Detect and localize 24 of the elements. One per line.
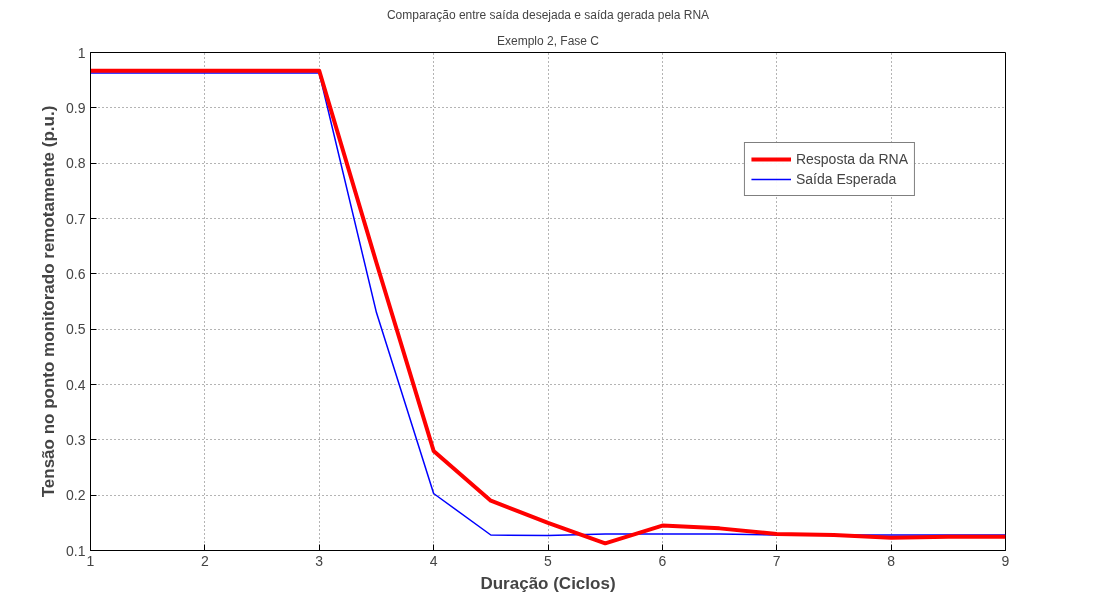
y-tick-label: 0.5 bbox=[66, 321, 86, 338]
y-tick-label: 0.3 bbox=[66, 431, 86, 448]
y-tick-label: 0.6 bbox=[66, 265, 86, 282]
x-tick-label: 6 bbox=[658, 552, 667, 569]
x-tick-label: 2 bbox=[200, 552, 209, 569]
chart-subtitle: Exemplo 2, Fase C bbox=[496, 33, 600, 48]
y-tick-label: 0.7 bbox=[66, 210, 86, 227]
y-tick-label: 0.1 bbox=[66, 542, 86, 559]
legend-label: Resposta da RNA bbox=[795, 151, 908, 167]
chart-title: Comparação entre saída desejada e saída gerada pela RNA bbox=[386, 7, 710, 22]
y-tick-label: 0.9 bbox=[66, 99, 86, 116]
legend-label: Saída Esperada bbox=[795, 171, 897, 187]
x-tick-label: 5 bbox=[544, 552, 553, 569]
x-tick-label: 8 bbox=[887, 552, 896, 569]
x-tick-label: 7 bbox=[772, 552, 781, 569]
y-tick-label: 1 bbox=[77, 44, 86, 61]
x-tick-label: 4 bbox=[429, 552, 438, 569]
y-tick-label: 0.8 bbox=[66, 155, 86, 172]
x-tick-label: 9 bbox=[1001, 552, 1010, 569]
y-axis-title: Tensão no ponto monitorado remotamente (p.u.) bbox=[39, 105, 59, 498]
y-tick-label: 0.2 bbox=[66, 487, 86, 504]
x-tick-label: 3 bbox=[315, 552, 324, 569]
x-axis-title: Duração (Ciclos) bbox=[480, 573, 616, 593]
y-tick-label: 0.4 bbox=[66, 376, 86, 393]
